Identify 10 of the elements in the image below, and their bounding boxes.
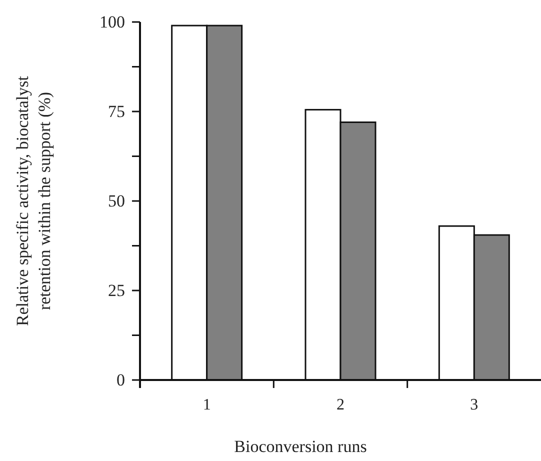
y-tick-label: 100 <box>100 12 125 32</box>
x-tick-label: 2 <box>336 396 344 414</box>
x-tick-label: 1 <box>202 396 211 414</box>
y-axis-title: Relative specific activity, biocatalyst retention within the support (%) <box>13 76 54 326</box>
x-tick-label: 3 <box>470 396 478 414</box>
y-tick-label: 0 <box>116 370 125 390</box>
y-tick-label: 75 <box>108 102 125 121</box>
y-tick-label: 25 <box>108 280 125 300</box>
x-axis-title: Bioconversion runs <box>234 437 367 456</box>
y-tick-label: 50 <box>108 191 125 210</box>
